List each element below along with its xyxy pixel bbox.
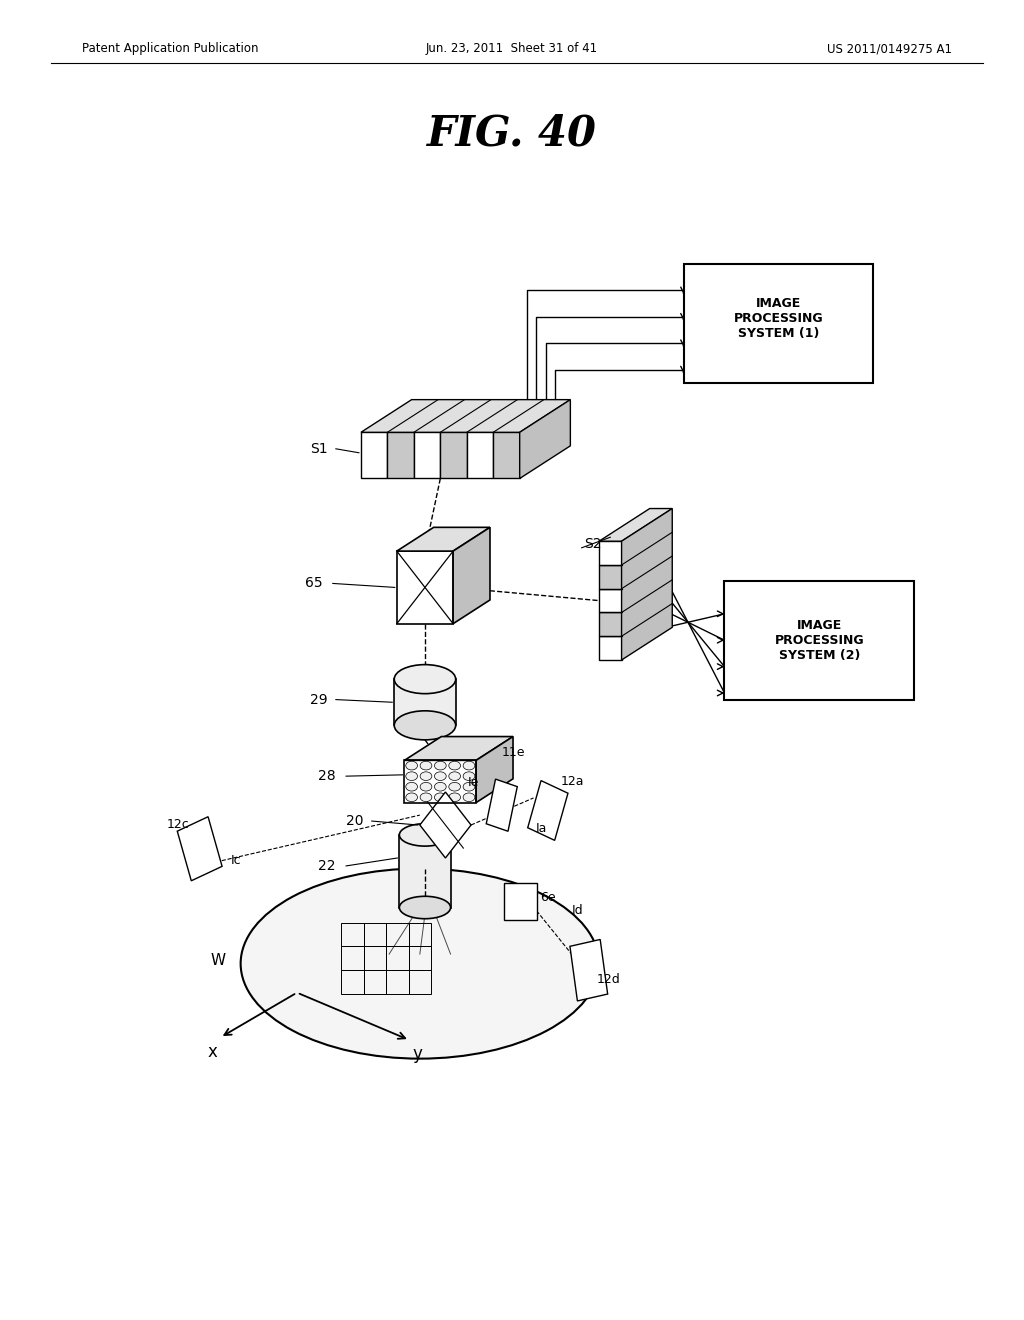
Polygon shape: [360, 400, 570, 433]
Ellipse shape: [406, 783, 418, 791]
Polygon shape: [476, 737, 513, 803]
Polygon shape: [494, 433, 519, 478]
Text: 12c: 12c: [167, 818, 189, 832]
Polygon shape: [527, 780, 568, 841]
Text: 29: 29: [310, 693, 328, 706]
Text: 11e: 11e: [502, 746, 525, 759]
Polygon shape: [440, 433, 467, 478]
Ellipse shape: [463, 783, 475, 791]
Ellipse shape: [241, 869, 599, 1059]
Ellipse shape: [406, 793, 418, 801]
Polygon shape: [599, 589, 622, 612]
Text: y: y: [413, 1045, 423, 1064]
Text: US 2011/0149275 A1: US 2011/0149275 A1: [827, 42, 952, 55]
Polygon shape: [177, 817, 222, 880]
Polygon shape: [599, 541, 622, 565]
Text: S1: S1: [310, 442, 328, 455]
Text: 6e: 6e: [540, 891, 555, 904]
Polygon shape: [599, 565, 622, 589]
Ellipse shape: [394, 665, 456, 694]
Polygon shape: [420, 792, 471, 858]
Text: 28: 28: [318, 770, 336, 783]
Ellipse shape: [463, 762, 475, 770]
Text: IMAGE
PROCESSING
SYSTEM (2): IMAGE PROCESSING SYSTEM (2): [774, 619, 864, 661]
Text: 12d: 12d: [597, 973, 621, 986]
Text: Id: Id: [571, 904, 583, 917]
Polygon shape: [519, 400, 570, 478]
Ellipse shape: [420, 762, 432, 770]
Ellipse shape: [449, 762, 461, 770]
Ellipse shape: [399, 824, 451, 846]
Text: IMAGE
PROCESSING
SYSTEM (1): IMAGE PROCESSING SYSTEM (1): [733, 297, 823, 339]
Ellipse shape: [399, 896, 451, 919]
Polygon shape: [467, 433, 494, 478]
Ellipse shape: [463, 793, 475, 801]
Polygon shape: [504, 883, 537, 920]
Text: 12a: 12a: [561, 775, 585, 788]
Text: FIG. 40: FIG. 40: [427, 112, 597, 154]
Text: 20: 20: [346, 814, 364, 828]
Polygon shape: [399, 834, 451, 908]
Ellipse shape: [434, 793, 446, 801]
Text: Ia: Ia: [536, 822, 547, 836]
Ellipse shape: [420, 793, 432, 801]
Text: Ic: Ic: [230, 854, 241, 867]
Ellipse shape: [434, 772, 446, 780]
Ellipse shape: [449, 772, 461, 780]
Text: S2: S2: [584, 537, 601, 550]
Polygon shape: [453, 527, 490, 623]
Polygon shape: [396, 552, 453, 623]
Polygon shape: [414, 433, 440, 478]
Polygon shape: [394, 678, 456, 726]
Text: W: W: [210, 953, 225, 969]
Ellipse shape: [463, 772, 475, 780]
Polygon shape: [404, 737, 513, 760]
FancyBboxPatch shape: [725, 581, 914, 700]
Ellipse shape: [406, 772, 418, 780]
Ellipse shape: [420, 783, 432, 791]
Ellipse shape: [449, 783, 461, 791]
Text: Jun. 23, 2011  Sheet 31 of 41: Jun. 23, 2011 Sheet 31 of 41: [426, 42, 598, 55]
Polygon shape: [599, 508, 672, 541]
Ellipse shape: [420, 772, 432, 780]
Text: Ie: Ie: [468, 776, 479, 789]
Ellipse shape: [434, 762, 446, 770]
Polygon shape: [387, 433, 414, 478]
Text: x: x: [207, 1043, 217, 1061]
FancyBboxPatch shape: [684, 264, 872, 383]
Text: 65: 65: [305, 577, 323, 590]
Polygon shape: [360, 433, 387, 478]
Ellipse shape: [394, 710, 456, 739]
Text: 22: 22: [318, 859, 336, 873]
Polygon shape: [570, 940, 607, 1001]
Polygon shape: [599, 636, 622, 660]
Polygon shape: [622, 508, 672, 660]
Ellipse shape: [434, 783, 446, 791]
Ellipse shape: [406, 762, 418, 770]
Text: Patent Application Publication: Patent Application Publication: [82, 42, 258, 55]
Polygon shape: [486, 779, 517, 832]
Ellipse shape: [449, 793, 461, 801]
Polygon shape: [599, 612, 622, 636]
Polygon shape: [396, 527, 490, 552]
